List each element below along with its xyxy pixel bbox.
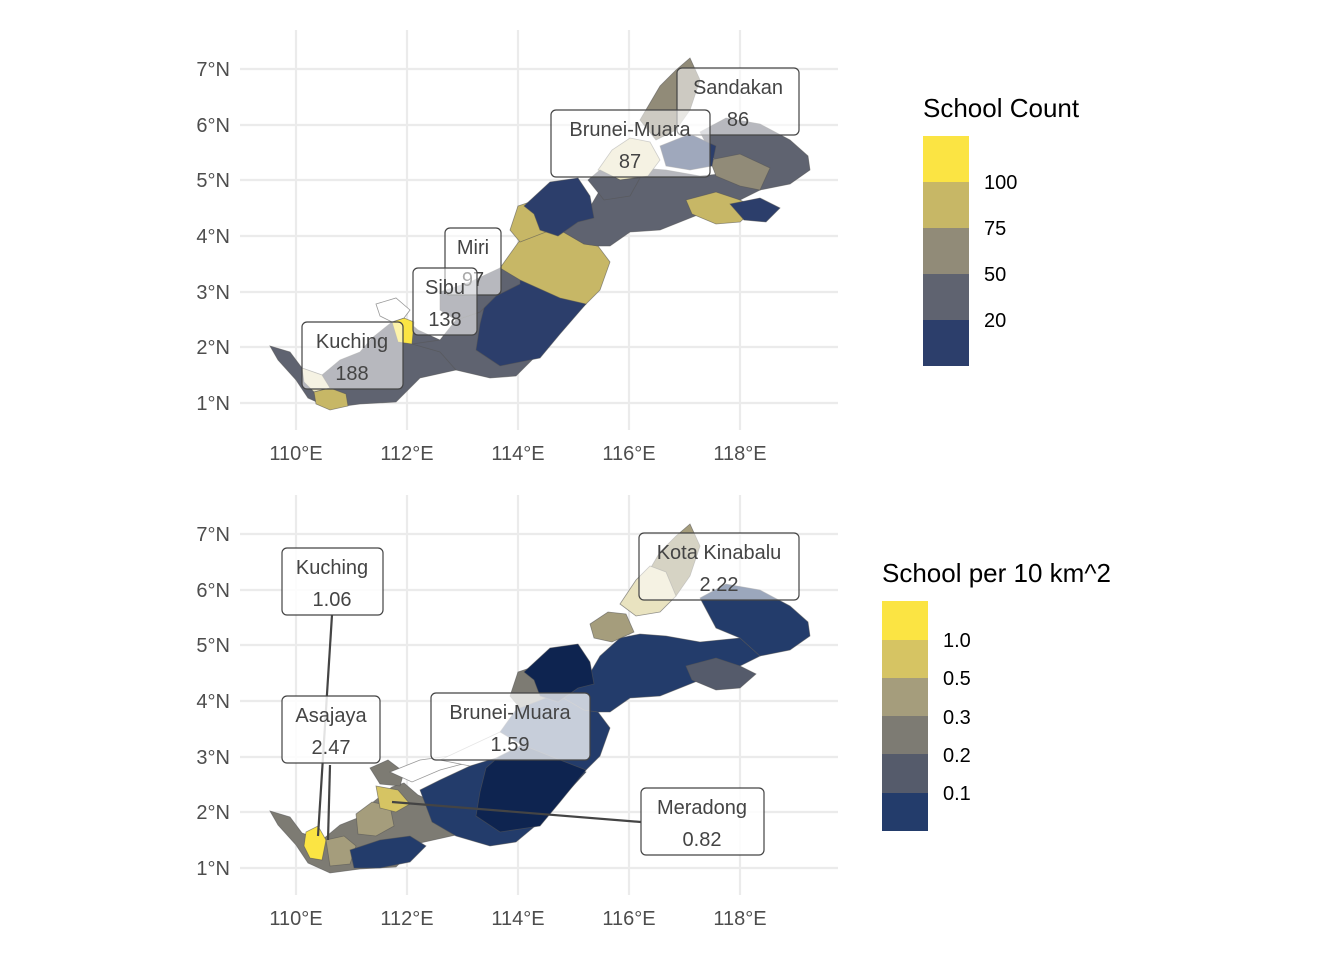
- y-tick: 6°N: [196, 115, 230, 137]
- region-tawau: [685, 657, 757, 691]
- legend-label: 1.0: [943, 630, 971, 652]
- region-meradong: [375, 785, 411, 813]
- x-tick: 110°E: [269, 908, 322, 930]
- panel-school-count: 110°E 112°E 114°E 116°E 118°E 1°N 2°N 3°…: [196, 30, 1080, 465]
- svg-text:138: 138: [428, 309, 461, 331]
- region-semporna: [729, 197, 781, 223]
- label-brunei-muara: Brunei-Muara 87: [550, 109, 711, 178]
- legend-label: 0.5: [943, 668, 971, 690]
- x-tick: 114°E: [491, 443, 544, 465]
- svg-text:Asajaya: Asajaya: [295, 705, 367, 727]
- svg-text:Sibu: Sibu: [425, 277, 465, 299]
- label-kuching: Kuching 188: [301, 321, 404, 390]
- x-tick: 110°E: [269, 443, 322, 465]
- region-brunei: [523, 643, 595, 703]
- x-tick: 114°E: [491, 908, 544, 930]
- label-meradong: Meradong 0.82: [640, 787, 765, 856]
- region-sabah-interior: [559, 633, 761, 713]
- region-sarikei: [355, 801, 395, 837]
- legend-label: 0.3: [943, 707, 971, 729]
- legend-title: School per 10 km^2: [882, 558, 1111, 588]
- region-sri-aman: [349, 835, 427, 869]
- svg-text:Brunei-Muara: Brunei-Muara: [449, 702, 571, 724]
- map-labels: Sandakan 86 Brunei-Muara 87 Miri 97 Sibu…: [301, 67, 800, 390]
- label-sibu: Sibu 138: [412, 267, 478, 336]
- y-tick: 1°N: [196, 393, 230, 415]
- svg-text:Kuching: Kuching: [296, 557, 368, 579]
- svg-text:2.47: 2.47: [312, 737, 351, 759]
- legend-swatch: [882, 754, 928, 793]
- y-tick: 6°N: [196, 580, 230, 602]
- y-tick: 7°N: [196, 524, 230, 546]
- legend-swatch: [882, 716, 928, 754]
- label-brunei-muara: Brunei-Muara 1.59: [430, 692, 591, 761]
- legend-swatch: [882, 640, 928, 678]
- legend-swatch: [923, 228, 969, 274]
- leader-line: [391, 800, 642, 824]
- y-tick: 2°N: [196, 802, 230, 824]
- svg-text:Kota Kinabalu: Kota Kinabalu: [657, 542, 782, 564]
- x-tick: 112°E: [380, 443, 433, 465]
- legend-label: 100: [984, 172, 1017, 194]
- y-tick: 3°N: [196, 282, 230, 304]
- x-tick: 112°E: [380, 908, 433, 930]
- region-sibu: [369, 759, 405, 787]
- x-tick: 116°E: [602, 908, 655, 930]
- legend-swatch: [923, 136, 969, 182]
- legend-swatch: [923, 182, 969, 228]
- y-tick: 7°N: [196, 59, 230, 81]
- y-tick: 3°N: [196, 747, 230, 769]
- svg-text:1.59: 1.59: [491, 734, 530, 756]
- legend-label: 50: [984, 264, 1006, 286]
- legend-label: 0.2: [943, 745, 971, 767]
- region-sibu-white: [375, 297, 411, 323]
- legend-swatch: [923, 274, 969, 320]
- region-west-coast: [589, 611, 635, 643]
- x-tick: 116°E: [602, 443, 655, 465]
- y-tick: 5°N: [196, 170, 230, 192]
- y-tick: 4°N: [196, 691, 230, 713]
- svg-text:Meradong: Meradong: [657, 797, 747, 819]
- x-tick: 118°E: [713, 443, 766, 465]
- svg-text:86: 86: [727, 109, 749, 131]
- svg-text:2.22: 2.22: [700, 574, 739, 596]
- legend-label: 0.1: [943, 783, 971, 805]
- svg-text:188: 188: [335, 363, 368, 385]
- x-tick: 118°E: [713, 908, 766, 930]
- legend-swatch: [882, 793, 928, 831]
- svg-text:Sandakan: Sandakan: [693, 77, 783, 99]
- legend-swatch: [923, 320, 969, 366]
- x-axis-ticks: 110°E 112°E 114°E 116°E 118°E: [269, 443, 766, 465]
- legend-swatch: [882, 601, 928, 640]
- panel-school-density: 110°E 112°E 114°E 116°E 118°E 1°N 2°N 3°…: [196, 495, 1111, 930]
- svg-text:Kuching: Kuching: [316, 331, 388, 353]
- region-brunei: [523, 177, 595, 237]
- y-tick: 4°N: [196, 226, 230, 248]
- y-tick: 2°N: [196, 337, 230, 359]
- legend-label: 75: [984, 218, 1006, 240]
- legend-school-density: School per 10 km^2 1.0 0.5 0.3 0.2 0.1: [882, 558, 1111, 831]
- region-kinabatangan: [709, 153, 771, 191]
- label-kota-kinabalu: Kota Kinabalu 2.22: [638, 532, 800, 601]
- label-asajaya: Asajaya 2.47: [281, 695, 381, 764]
- map-school-density: [269, 523, 811, 874]
- legend-label: 20: [984, 310, 1006, 332]
- svg-text:Brunei-Muara: Brunei-Muara: [569, 119, 691, 141]
- svg-text:Miri: Miri: [457, 237, 489, 259]
- label-kuching: Kuching 1.06: [281, 547, 384, 616]
- y-tick: 5°N: [196, 635, 230, 657]
- svg-text:0.82: 0.82: [683, 829, 722, 851]
- y-axis-ticks: 1°N 2°N 3°N 4°N 5°N 6°N 7°N: [196, 59, 230, 415]
- legend-title: School Count: [923, 93, 1080, 123]
- legend-school-count: School Count 100 75 50 20: [923, 93, 1080, 366]
- svg-text:1.06: 1.06: [313, 589, 352, 611]
- legend-swatch: [882, 678, 928, 716]
- map-labels: Kota Kinabalu 2.22 Kuching 1.06 Asajaya …: [281, 532, 800, 856]
- x-axis-ticks: 110°E 112°E 114°E 116°E 118°E: [269, 908, 766, 930]
- y-tick: 1°N: [196, 858, 230, 880]
- svg-text:87: 87: [619, 151, 641, 173]
- y-axis-ticks: 1°N 2°N 3°N 4°N 5°N 6°N 7°N: [196, 524, 230, 880]
- leader-line: [326, 764, 332, 841]
